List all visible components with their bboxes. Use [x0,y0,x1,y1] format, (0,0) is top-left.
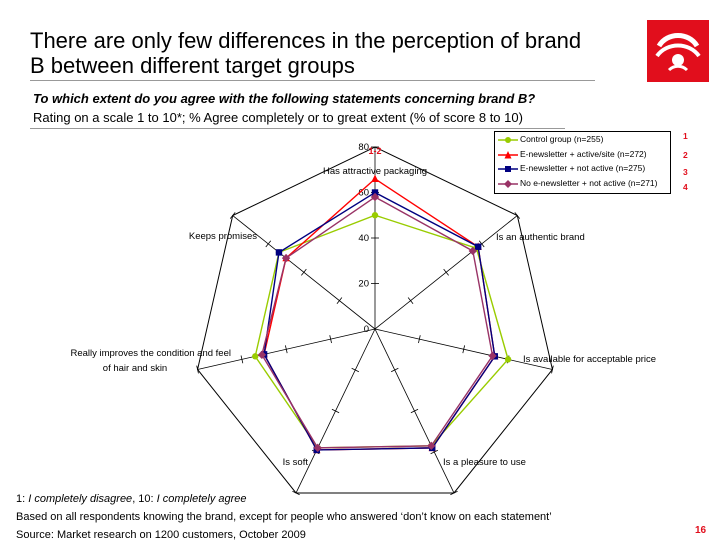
axis-tick [229,212,236,219]
axis-tick [478,240,485,248]
radial-tick-label: 80 [358,142,369,153]
page-title: There are only few differences in the pe… [30,28,582,78]
data-point [252,353,259,360]
rank-label: 1 [683,131,688,141]
axis-tick [351,367,360,373]
scale-footnote-prefix: 1: [16,493,29,505]
legend-label: E-newsletter + not active (n=275) [520,163,646,173]
data-point [371,212,379,219]
axis-tick [265,240,272,248]
legend-label: Control group (n=255) [520,134,604,144]
legend-swatch [498,166,518,172]
axis-tick [331,408,340,414]
axis-tick [292,490,300,496]
axis-tick [390,367,399,373]
data-point [313,443,322,453]
axis-tick [329,335,332,344]
axis-label: Is available for acceptable price [523,354,656,365]
data-point [370,192,380,202]
legend-item: No e-newsletter + not active (n=271) [495,178,670,190]
axis-tick [285,345,288,354]
legend-label: No e-newsletter + not active (n=271) [520,177,658,188]
data-point [468,246,478,256]
title-divider [30,80,595,81]
brand-logo [647,20,709,82]
axis-tick [410,408,419,414]
legend-swatch [498,137,518,143]
scale-footnote-sep: , 10: [132,493,157,505]
scale-footnote: 1: I completely disagree, 10: I complete… [16,493,247,505]
question-text: To which extent do you agree with the fo… [33,91,536,106]
radial-tick-label: 60 [358,188,369,199]
axis-label: Really improves the condition and feel [70,348,231,359]
radial-tick-label: 0 [364,324,369,335]
axis-tick [418,335,421,344]
scale-low-text: I completely disagree [28,493,133,505]
series-line [261,196,494,449]
data-point [281,253,291,263]
source-footnote: Source: Market research on 1200 customer… [16,529,306,541]
series-line [263,191,496,451]
rank-label: 3 [683,167,688,177]
axis-label: Is soft [283,457,309,468]
legend-item: Control group (n=255) [495,134,670,146]
rank-label: 2 [683,150,688,160]
radial-tick-label: 20 [358,279,369,290]
data-point [275,249,283,256]
legend-item: E-newsletter + not active (n=275) [495,163,670,175]
legend-label: E-newsletter + active/site (n=272) [520,148,647,159]
axis-tick [450,490,458,496]
data-point [488,351,497,361]
data-point [371,189,379,196]
axis-tick [407,297,414,305]
legend-item: E-newsletter + active/site (n=272) [495,149,670,161]
axis-label: Is an authentic brand [496,232,585,243]
basis-footnote: Based on all respondents knowing the bra… [16,511,552,523]
data-point [427,441,436,451]
data-point [504,356,512,363]
subtitle-divider [30,128,565,129]
radial-tick-label: 40 [358,233,369,244]
axis-tick [514,212,521,219]
axis-tick [240,355,244,364]
data-point [371,174,379,183]
rating-text: Rating on a scale 1 to 10*; % Agree comp… [33,110,523,125]
chart-annotation: 1-2 [368,146,381,156]
axis-label: Keeps promises [189,231,257,242]
data-point [474,243,482,250]
axis-label: Has attractive packaging [323,166,427,177]
legend-swatch [498,179,518,188]
scale-high-text: I completely agree [156,493,247,505]
axis-tick [462,345,465,354]
axis-tick [196,365,199,374]
data-point [257,350,267,360]
radar-frame [197,146,553,494]
axis-tick [301,268,307,276]
axis-label: of hair and skin [103,363,167,374]
legend-swatch [498,150,518,158]
axis-tick [551,365,554,374]
page-number: 16 [695,525,707,536]
axis-label: Is a pleasure to use [443,457,526,468]
axis-tick [443,268,449,276]
rank-label: 4 [683,182,688,192]
axis-tick [336,297,343,305]
chart-legend: Control group (n=255) E-newsletter + acti… [494,131,671,194]
axis-tick [430,449,439,455]
series-line [263,177,496,451]
